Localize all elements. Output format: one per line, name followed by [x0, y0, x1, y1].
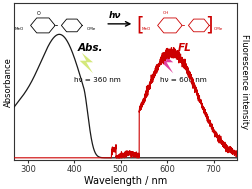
- Y-axis label: Fluorescence intensity: Fluorescence intensity: [240, 34, 248, 129]
- Text: OMe: OMe: [86, 27, 96, 31]
- Polygon shape: [80, 53, 93, 73]
- Text: MeO: MeO: [15, 27, 24, 31]
- Text: hν: hν: [109, 11, 121, 20]
- Text: Abs.: Abs.: [77, 43, 103, 53]
- X-axis label: Wavelength / nm: Wavelength / nm: [84, 176, 167, 186]
- Text: hν = 600 nm: hν = 600 nm: [160, 77, 207, 83]
- Text: MeO: MeO: [142, 27, 151, 31]
- Text: OH: OH: [162, 11, 169, 15]
- Text: hν = 360 nm: hν = 360 nm: [74, 77, 121, 83]
- Text: ]: ]: [205, 16, 213, 35]
- Y-axis label: Absorbance: Absorbance: [4, 57, 12, 107]
- Text: O: O: [37, 11, 40, 16]
- Text: [: [: [136, 16, 144, 35]
- Text: FL: FL: [178, 43, 192, 53]
- Polygon shape: [160, 53, 173, 73]
- Text: OMe: OMe: [213, 27, 223, 31]
